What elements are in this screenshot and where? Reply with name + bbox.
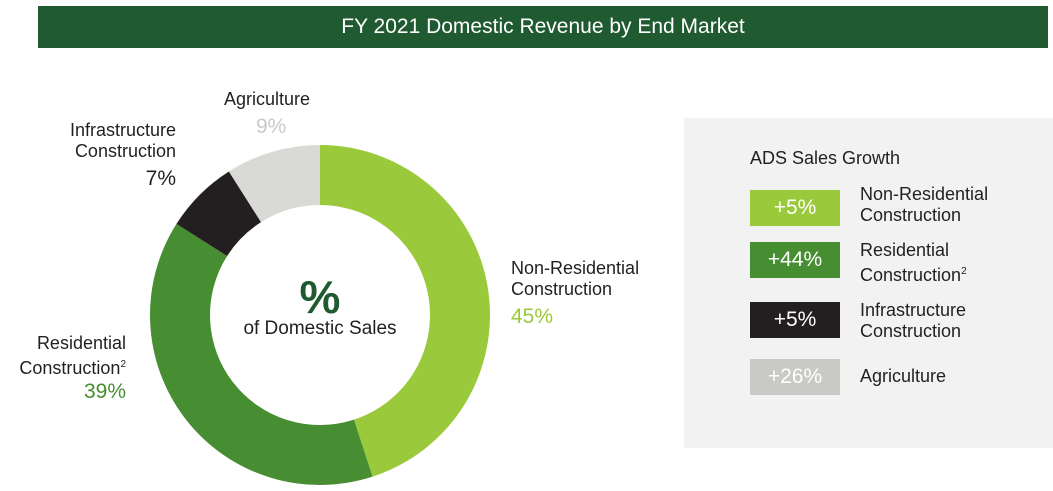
donut-segment-agriculture bbox=[228, 145, 320, 223]
pct-agriculture: 9% bbox=[256, 115, 287, 138]
growth-label: Infrastructure Construction bbox=[860, 300, 967, 341]
chart-title: FY 2021 Domestic Revenue by End Market bbox=[341, 15, 745, 38]
growth-row-infrastructure: +5% Infrastructure Construction bbox=[750, 300, 1050, 341]
sales-growth-panel: ADS Sales Growth +5% Non-Residential Cons… bbox=[684, 118, 1053, 448]
growth-value-badge: +5% bbox=[750, 302, 840, 338]
label-non-residential: Non-Residential Construction bbox=[511, 258, 640, 299]
pct-residential: 39% bbox=[83, 380, 126, 403]
donut-segment-infrastructure bbox=[176, 171, 262, 257]
sales-growth-title: ADS Sales Growth bbox=[750, 148, 901, 168]
growth-label: Non-Residential Construction bbox=[860, 184, 989, 225]
growth-row-non-residential: +5% Non-Residential Construction bbox=[750, 184, 1050, 226]
pct-infrastructure: 7% bbox=[145, 167, 176, 190]
donut-chart bbox=[149, 145, 490, 486]
donut-segment-non-residential bbox=[320, 145, 490, 477]
growth-row-agriculture: +26% Agriculture bbox=[750, 359, 1050, 395]
growth-value-badge: +44% bbox=[750, 242, 840, 278]
growth-row-residential: +44% Residential Construction2 bbox=[750, 240, 1050, 285]
growth-label: Residential Construction2 bbox=[860, 240, 967, 285]
label-residential: Residential Construction2 bbox=[19, 333, 126, 378]
chart-title-bar: FY 2021 Domestic Revenue by End Market bbox=[38, 6, 1048, 48]
pct-non-residential: 45% bbox=[511, 305, 554, 328]
center-percent-symbol: % bbox=[299, 271, 341, 323]
growth-label: Agriculture bbox=[860, 366, 947, 386]
label-agriculture: Agriculture bbox=[224, 89, 311, 109]
donut-segment-residential bbox=[149, 223, 373, 486]
growth-value-badge: +26% bbox=[750, 359, 840, 395]
growth-value-badge: +5% bbox=[750, 190, 840, 226]
center-caption: of Domestic Sales bbox=[243, 318, 397, 339]
label-infrastructure: Infrastructure Construction bbox=[69, 120, 176, 161]
